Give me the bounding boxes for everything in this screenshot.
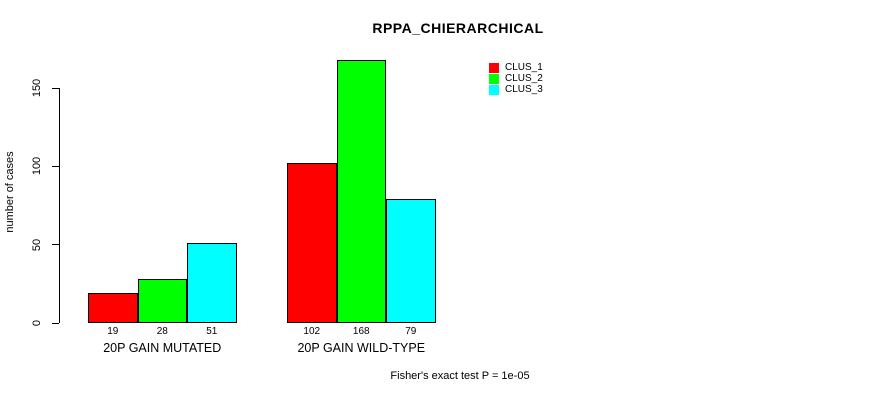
legend-swatch-icon: [489, 74, 499, 85]
y-tick-mark: [52, 322, 59, 324]
bar-clus_2-group1: [137, 279, 187, 323]
y-tick-label: 50: [31, 238, 43, 251]
legend-row: CLUS_3: [489, 84, 543, 95]
bar-clus_2-group2: [336, 59, 386, 323]
y-axis-line: [59, 88, 61, 323]
bar-clus_1-group1: [88, 293, 138, 323]
bar-clus_1-group2: [287, 163, 337, 323]
bar-value-label: 168: [352, 326, 370, 337]
y-axis-title: number of cases: [4, 151, 16, 233]
bar-value-label: 51: [206, 326, 218, 337]
bar-value-label: 79: [405, 326, 417, 337]
legend-label: CLUS_3: [505, 83, 543, 95]
bar-value-label: 28: [156, 326, 168, 337]
y-tick-label: 150: [31, 78, 43, 98]
chart-title: RPPA_CHIERARCHICAL: [372, 20, 544, 36]
group-label: 20P GAIN MUTATED: [103, 341, 222, 355]
bar-value-label: 19: [107, 326, 119, 337]
bar-clus_3-group1: [187, 243, 237, 323]
y-tick-label: 100: [31, 157, 43, 176]
y-tick-mark: [52, 165, 59, 168]
legend: CLUS_1 CLUS_2 CLUS_3: [489, 63, 543, 95]
group-label: 20P GAIN WILD-TYPE: [297, 341, 426, 355]
legend-swatch-icon: [489, 84, 499, 95]
legend-row: CLUS_1: [489, 63, 543, 74]
legend-row: CLUS_2: [489, 74, 543, 85]
bar-value-label: 102: [303, 326, 321, 337]
y-tick-mark: [52, 244, 59, 246]
bar-clus_3-group2: [386, 199, 436, 323]
y-tick-label: 0: [31, 319, 43, 327]
legend-label: CLUS_1: [505, 62, 543, 74]
legend-swatch-icon: [489, 63, 499, 74]
legend-label: CLUS_2: [505, 73, 543, 85]
statistical-test-annotation: Fisher's exact test P = 1e-05: [390, 370, 530, 382]
y-tick-mark: [52, 87, 59, 89]
